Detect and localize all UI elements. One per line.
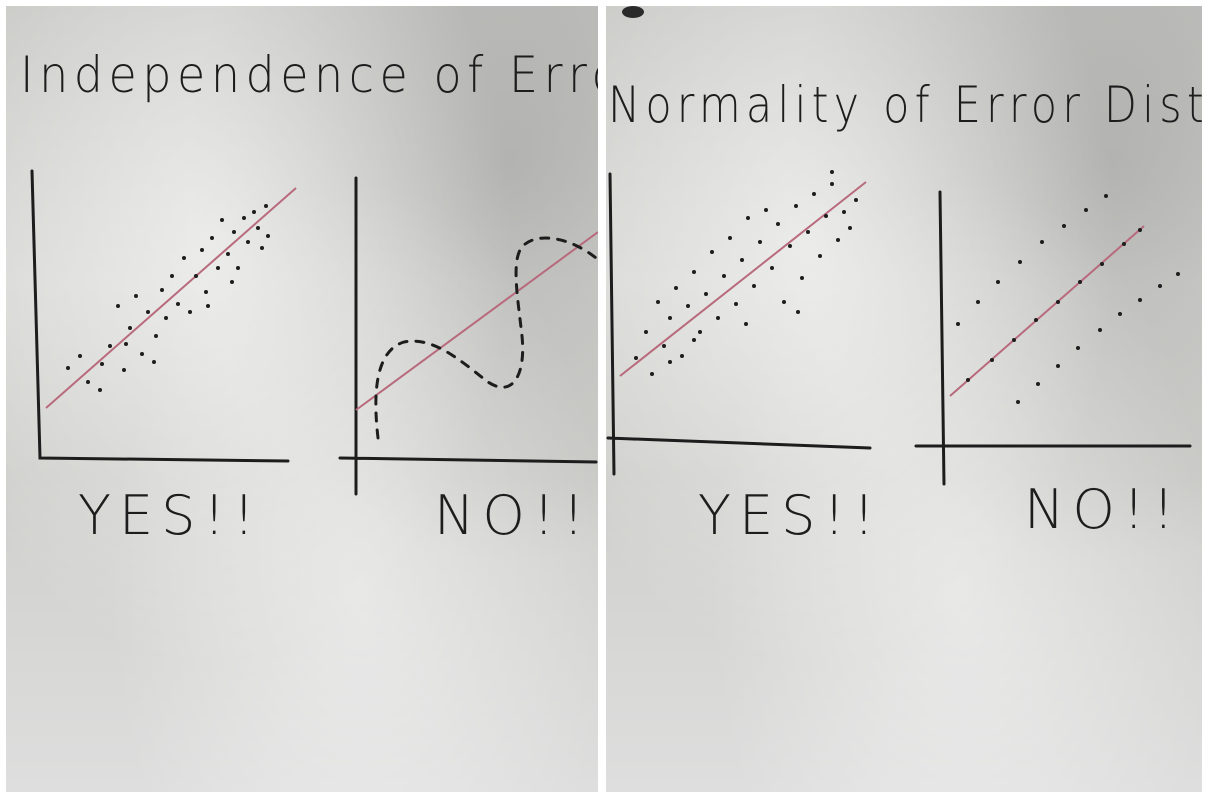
no-label: NO!!	[1024, 478, 1183, 541]
yes-label: YES!!	[78, 484, 263, 547]
scatter-points	[66, 204, 270, 392]
board-fastener	[622, 6, 644, 18]
points-on-line	[966, 228, 1142, 382]
plot-axes	[606, 172, 872, 476]
lower-error-band	[1016, 272, 1180, 404]
fit-line	[949, 225, 1145, 397]
fit-line	[619, 181, 867, 377]
fit-line	[355, 231, 598, 411]
plot-axes	[914, 190, 1192, 486]
dashed-error-curve	[374, 236, 598, 440]
scatter-points	[634, 170, 858, 376]
whiteboard-drawings	[606, 170, 1192, 486]
whiteboard-drawings	[30, 169, 598, 496]
upper-error-band	[956, 194, 1108, 326]
whiteboard-title: Normality of Error Distributio	[608, 76, 1202, 134]
whiteboard-title: Independence of Errors	[20, 46, 598, 104]
no-label: NO!!	[434, 484, 593, 547]
whiteboard-photo-independence: Independence of Errors	[6, 6, 598, 792]
whiteboard-photo-normality: Normality of Error Distributio	[606, 6, 1202, 792]
yes-label: YES!!	[698, 484, 883, 547]
plot-axes	[338, 176, 598, 496]
fit-line	[45, 187, 297, 409]
plot-axes	[30, 169, 290, 463]
